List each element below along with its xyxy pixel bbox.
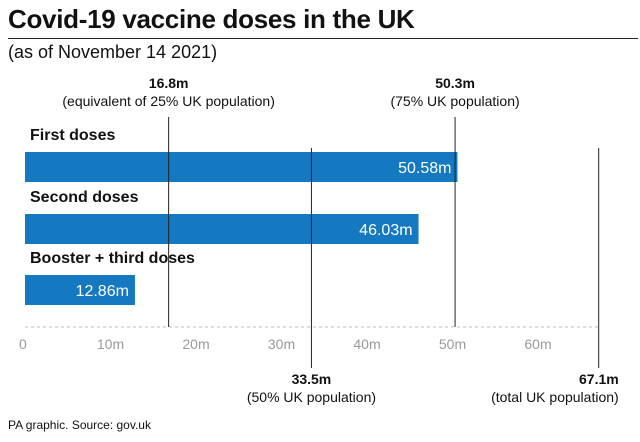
chart-subtitle: (as of November 14 2021) <box>8 42 218 62</box>
reference-value-label: 50.3m <box>435 75 475 91</box>
x-tick-label: 0 <box>19 336 27 352</box>
bar <box>25 152 458 182</box>
source-note: PA graphic. Source: gov.uk <box>8 418 151 432</box>
x-tick-label: 20m <box>182 336 209 352</box>
reference-description: (equivalent of 25% UK population) <box>62 93 274 109</box>
x-tick-label: 60m <box>524 336 551 352</box>
reference-value-label: 33.5m <box>292 371 332 387</box>
title-rule <box>8 38 638 39</box>
bar-value-label: 46.03m <box>359 222 412 239</box>
x-tick-label: 40m <box>353 336 380 352</box>
chart-title: Covid-19 vaccine doses in the UK <box>8 4 415 34</box>
category-label: Booster + third doses <box>30 250 195 267</box>
category-label: Second doses <box>30 189 139 206</box>
bar <box>25 275 135 305</box>
bar <box>25 214 419 244</box>
bar-value-label: 50.58m <box>398 160 451 177</box>
bar-value-label: 12.86m <box>76 283 129 300</box>
reference-description: (75% UK population) <box>390 93 519 109</box>
reference-value-label: 67.1m <box>579 371 619 387</box>
reference-description: (total UK population) <box>491 389 619 405</box>
x-tick-label: 30m <box>268 336 295 352</box>
reference-description: (50% UK population) <box>247 389 376 405</box>
category-label: First doses <box>30 127 115 144</box>
x-tick-label: 50m <box>439 336 466 352</box>
x-tick-label: 10m <box>97 336 124 352</box>
reference-value-label: 16.8m <box>149 75 189 91</box>
